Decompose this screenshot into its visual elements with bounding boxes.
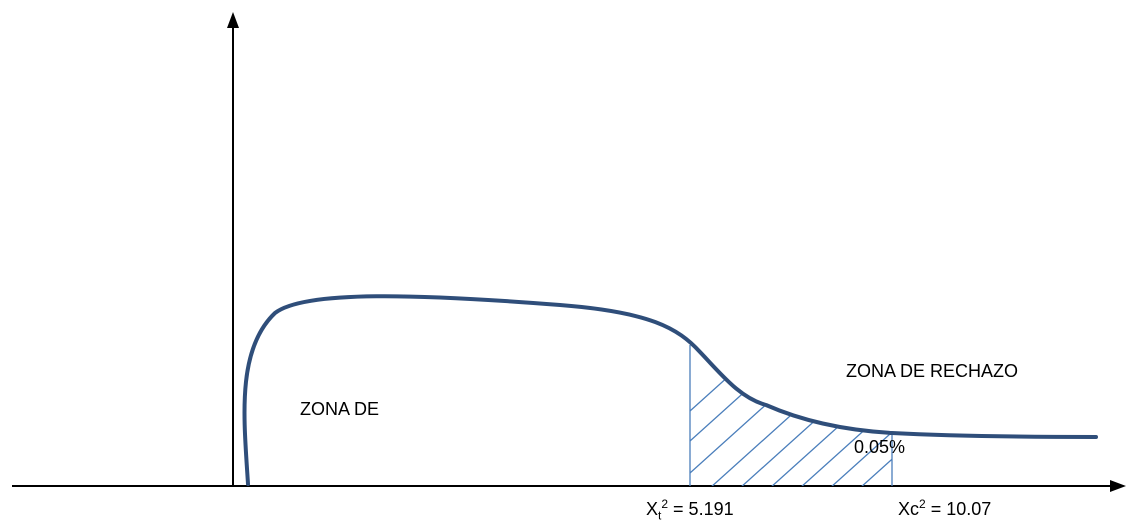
calc-chi-value: = 10.07 [925, 499, 992, 519]
calc-chi-superscript: 2 [919, 497, 926, 511]
calc-chi-base: Xc [898, 499, 920, 519]
rejection-zone-label: ZONA DE RECHAZO [846, 361, 1019, 381]
distribution-curve [242, 294, 1098, 486]
y-axis-arrow-icon [227, 12, 239, 28]
table-chi-value: = 5.191 [668, 499, 734, 519]
acceptance-zone-label: ZONA DE [300, 399, 380, 419]
calculated-chi-square-label: Xc2 = 10.07 [898, 497, 992, 519]
table-chi-square-label: Xt2 = 5.191 [646, 497, 734, 522]
table-chi-superscript: 2 [661, 497, 669, 511]
rejection-region-hatch [690, 345, 892, 486]
table-chi-base: X [646, 499, 659, 519]
x-axis-arrow-icon [1110, 480, 1126, 492]
table-chi-subscript: t [658, 508, 662, 523]
significance-label: 0.05% [854, 437, 906, 457]
